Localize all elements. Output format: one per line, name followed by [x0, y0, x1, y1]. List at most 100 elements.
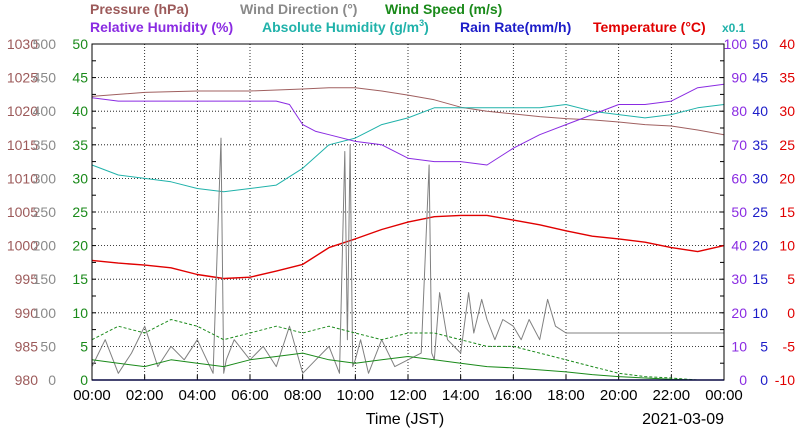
tick-label-rain: 0 [760, 372, 768, 388]
tick-label-humidity: 80 [731, 103, 747, 119]
tick-label-wind-speed: 50 [72, 36, 88, 52]
tick-label-rain: 10 [752, 305, 768, 321]
tick-label-wind-speed: 5 [80, 338, 88, 354]
tick-label-humidity: 30 [731, 271, 747, 287]
x-tick-label: 00:00 [705, 387, 743, 404]
x-tick-label: 10:00 [337, 387, 375, 404]
tick-label-temperature: 15 [779, 204, 795, 220]
title-pressure: Pressure (hPa) [90, 1, 189, 17]
tick-label-temperature: -5 [783, 338, 796, 354]
tick-label-humidity: 60 [731, 170, 747, 186]
plot-frame [91, 43, 725, 381]
series-line-6 [91, 319, 724, 381]
tick-label-rain: 35 [752, 137, 768, 153]
tick-label-temperature: 0 [787, 305, 795, 321]
x-tick-label: 22:00 [653, 387, 691, 404]
tick-label-humidity: 100 [724, 36, 748, 52]
x-tick-label: 18:00 [547, 387, 585, 404]
x-tick-label: 20:00 [600, 387, 638, 404]
tick-label-temperature: 30 [779, 103, 795, 119]
tick-label-wind-dir: 100 [33, 305, 57, 321]
tick-label-wind-dir: 350 [33, 137, 57, 153]
tick-label-pressure: 1025 [7, 70, 38, 86]
tick-label-wind-speed: 20 [72, 238, 88, 254]
tick-label-pressure: 1000 [7, 238, 38, 254]
tick-label-rain: 30 [752, 170, 768, 186]
tick-label-rain: 25 [752, 204, 768, 220]
x-tick-label: 12:00 [389, 387, 427, 404]
tick-label-pressure: 980 [15, 372, 39, 388]
tick-label-temperature: 10 [779, 238, 795, 254]
tick-label-pressure: 1015 [7, 137, 38, 153]
tick-label-pressure: 995 [15, 271, 39, 287]
title-abs-scale: x0.1 [722, 21, 746, 35]
tick-label-humidity: 70 [731, 137, 747, 153]
tick-label-temperature: 20 [779, 170, 795, 186]
tick-label-temperature: 5 [787, 271, 795, 287]
tick-label-wind-speed: 45 [72, 70, 88, 86]
tick-label-wind-dir: 50 [40, 338, 56, 354]
tick-label-wind-speed: 40 [72, 103, 88, 119]
title-wind-speed: Wind Speed (m/s) [385, 1, 502, 17]
title-rain-rate: Rain Rate(mm/h) [460, 19, 571, 35]
x-tick-label: 02:00 [126, 387, 164, 404]
tick-label-humidity: 50 [731, 204, 747, 220]
tick-label-rain: 50 [752, 36, 768, 52]
series-line-3 [91, 214, 725, 280]
right-axes: 1009080706050403020100504540353025201510… [720, 36, 795, 388]
tick-label-wind-dir: 0 [48, 372, 56, 388]
tick-label-temperature: 35 [779, 70, 795, 86]
tick-label-wind-speed: 10 [72, 305, 88, 321]
tick-label-rain: 40 [752, 103, 768, 119]
tick-label-wind-speed: 25 [72, 204, 88, 220]
series-line-1 [91, 104, 725, 193]
tick-label-pressure: 1030 [7, 36, 38, 52]
x-tick-label: 00:00 [73, 387, 111, 404]
x-tick-label: 04:00 [179, 387, 217, 404]
left-axes: 1030102510201015101010051000995990985980… [7, 36, 96, 388]
tick-label-wind-dir: 450 [33, 70, 57, 86]
title-absolute-humidity: Absolute Humidity (g/m3) [262, 18, 429, 35]
tick-label-pressure: 990 [15, 305, 39, 321]
tick-label-pressure: 1020 [7, 103, 38, 119]
tick-label-humidity: 90 [731, 70, 747, 86]
series-line-0 [91, 87, 725, 136]
x-tick-label: 06:00 [231, 387, 269, 404]
chart-date: 2021-03-09 [642, 411, 724, 428]
tick-label-humidity: 0 [739, 372, 747, 388]
title-relative-humidity: Relative Humidity (%) [90, 19, 233, 35]
tick-label-wind-speed: 15 [72, 271, 88, 287]
tick-label-rain: 15 [752, 271, 768, 287]
tick-label-pressure: 1010 [7, 170, 38, 186]
grid [92, 44, 724, 380]
x-axis-label: Time (JST) [366, 411, 445, 428]
tick-label-humidity: 10 [731, 338, 747, 354]
tick-label-temperature: 40 [779, 36, 795, 52]
series-line-5 [91, 352, 724, 381]
title-temperature: Temperature (°C) [593, 19, 706, 35]
tick-label-pressure: 1005 [7, 204, 38, 220]
tick-label-rain: 20 [752, 238, 768, 254]
tick-label-wind-speed: 0 [80, 372, 88, 388]
tick-label-wind-dir: 300 [33, 170, 57, 186]
tick-label-humidity: 40 [731, 238, 747, 254]
tick-label-rain: 45 [752, 70, 768, 86]
series-line-2 [91, 83, 725, 166]
x-tick-label: 16:00 [495, 387, 533, 404]
tick-label-temperature: 25 [779, 137, 795, 153]
tick-label-pressure: 985 [15, 338, 39, 354]
tick-label-wind-speed: 30 [72, 170, 88, 186]
title-wind-direction: Wind Direction (°) [240, 1, 357, 17]
tick-label-temperature: -10 [775, 372, 795, 388]
tick-label-wind-dir: 150 [33, 271, 57, 287]
x-tick-label: 14:00 [442, 387, 480, 404]
tick-label-wind-speed: 35 [72, 137, 88, 153]
tick-label-wind-dir: 200 [33, 238, 57, 254]
x-tick-label: 08:00 [284, 387, 322, 404]
tick-label-humidity: 20 [731, 305, 747, 321]
tick-label-wind-dir: 250 [33, 204, 57, 220]
tick-label-rain: 5 [760, 338, 768, 354]
tick-label-wind-dir: 500 [33, 36, 57, 52]
tick-label-wind-dir: 400 [33, 103, 57, 119]
